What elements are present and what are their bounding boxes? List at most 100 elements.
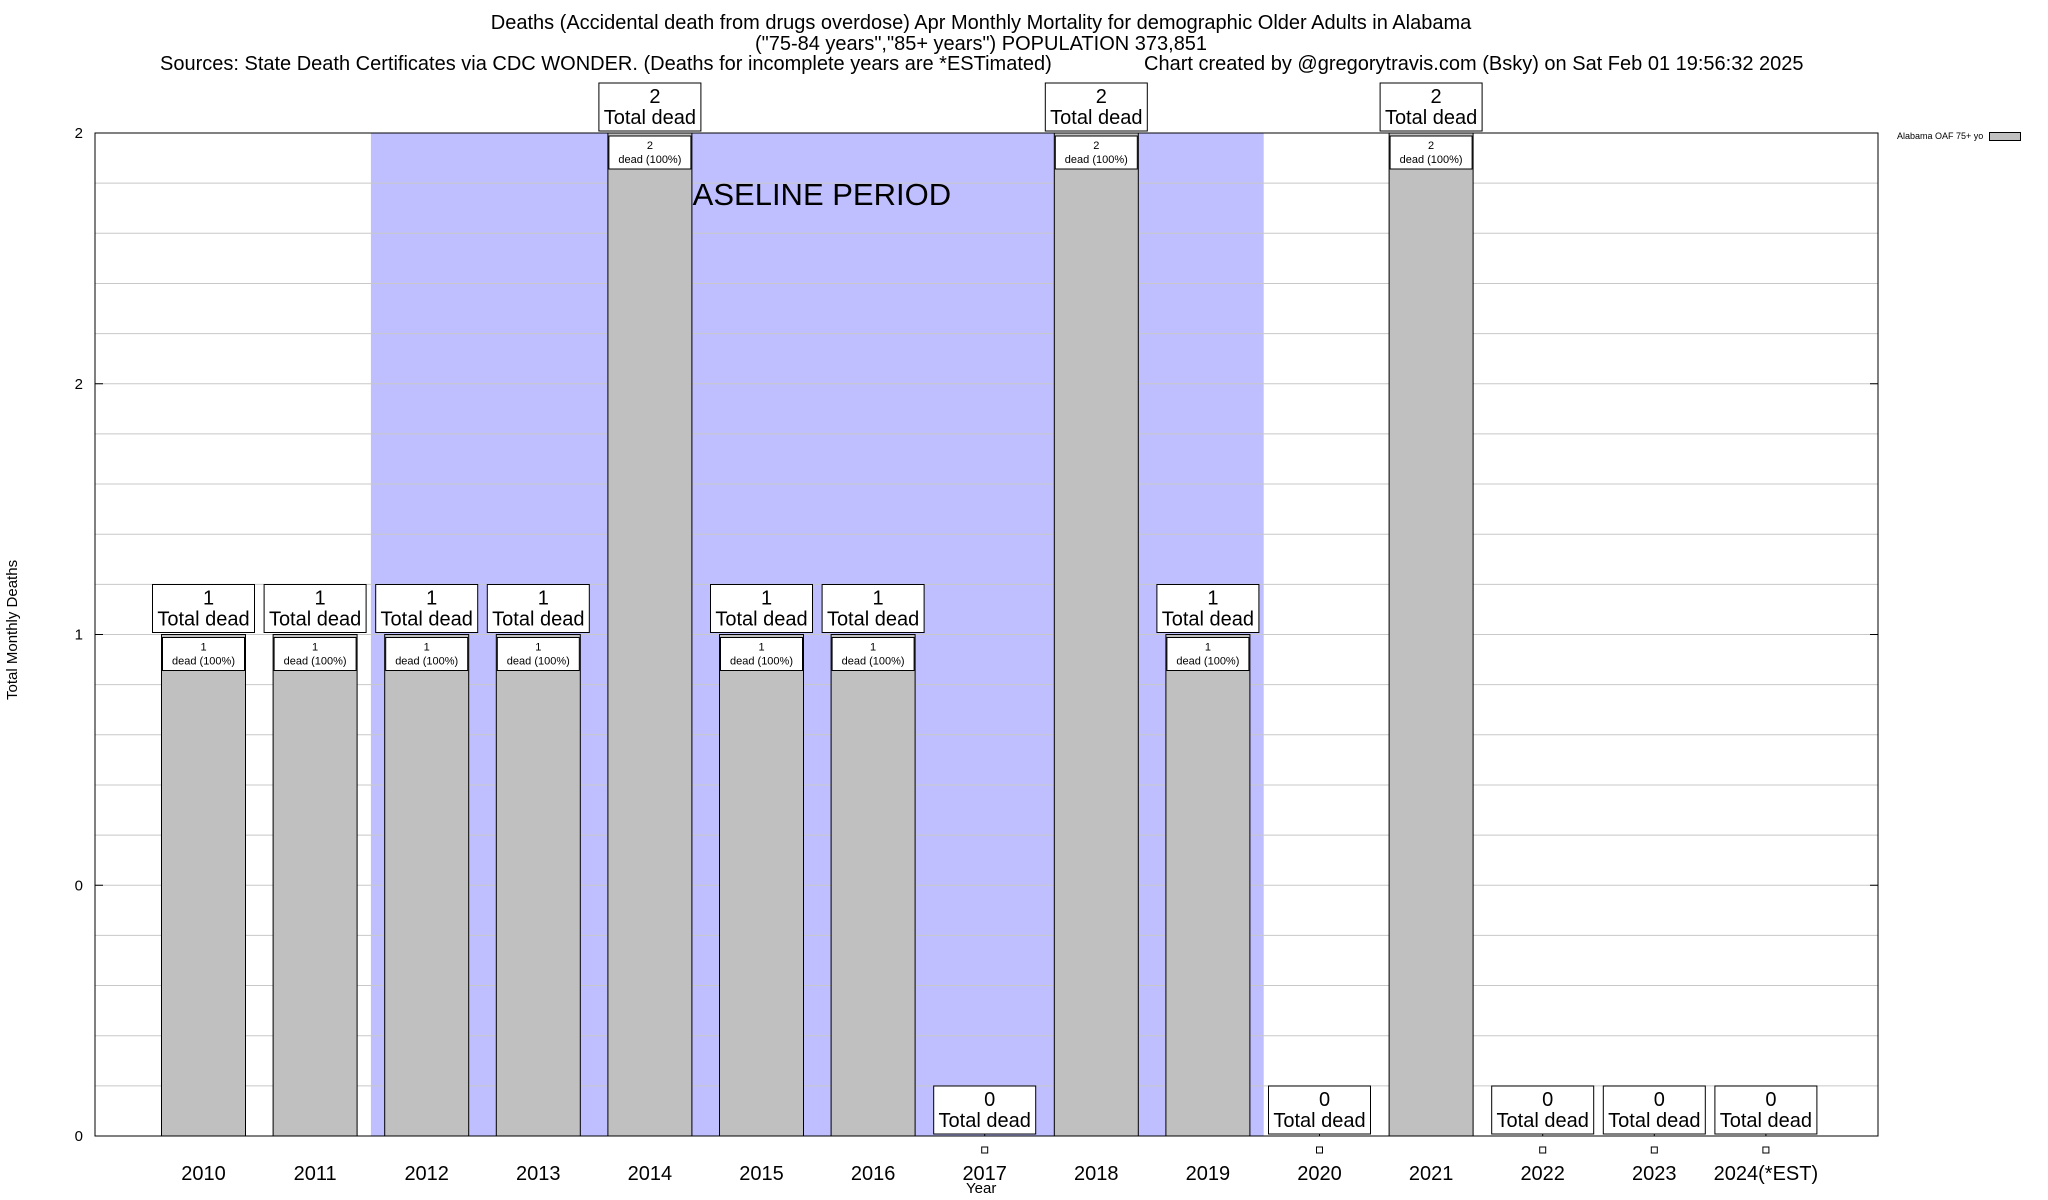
total-label-text: Total dead — [827, 609, 919, 631]
chart-credit: Chart created by @gregorytravis.com (Bsk… — [1144, 53, 1804, 75]
inner-label-box — [720, 637, 803, 671]
total-label-value: 1 — [426, 588, 437, 610]
total-label-box — [486, 584, 590, 633]
total-label-box — [375, 584, 479, 633]
y-tick-label: 0 — [75, 877, 83, 894]
total-label-box — [1268, 1085, 1371, 1135]
x-tick-label: 2015 — [739, 1163, 784, 1185]
inner-label-value: 1 — [870, 642, 876, 654]
total-label-text: Total dead — [492, 609, 584, 631]
inner-label-text: dead (100%) — [507, 656, 570, 668]
inner-label-value: 1 — [424, 642, 430, 654]
total-label-value: 2 — [1431, 86, 1442, 108]
y-tick-label: 1 — [75, 627, 83, 644]
baseline-period-label: BASELINE PERIOD — [672, 177, 951, 212]
total-label-box — [1714, 1085, 1818, 1135]
inner-label-box — [1389, 135, 1473, 170]
total-label-text: Total dead — [1050, 107, 1142, 129]
inner-label-text: dead (100%) — [172, 656, 235, 668]
zero-marker — [1316, 1146, 1323, 1154]
bar — [830, 634, 916, 1137]
inner-label-text: dead (100%) — [618, 154, 681, 166]
inner-label-value: 1 — [535, 642, 541, 654]
x-tick-label: 2016 — [851, 1163, 896, 1185]
zero-marker — [981, 1146, 989, 1154]
x-tick-label: 2023 — [1632, 1163, 1677, 1185]
x-tick-label: 2014 — [628, 1163, 673, 1185]
total-label-box — [1156, 584, 1260, 633]
total-label-box — [1379, 82, 1483, 132]
total-label-text: Total dead — [1385, 107, 1477, 129]
bar — [161, 634, 246, 1137]
inner-label-box — [831, 637, 915, 671]
total-label-box — [152, 584, 255, 633]
total-label-box — [1602, 1085, 1706, 1135]
x-tick-label: 2011 — [294, 1163, 337, 1185]
zero-marker — [1762, 1146, 1770, 1154]
bar — [1388, 132, 1474, 1137]
x-tick-label: 2020 — [1297, 1163, 1342, 1185]
chart-title: Deaths (Accidental death from drugs over… — [490, 12, 1472, 34]
total-label-value: 0 — [1542, 1089, 1553, 1111]
legend-swatch — [1989, 131, 2022, 141]
inner-label-box — [162, 637, 245, 671]
inner-label-value: 1 — [312, 642, 318, 654]
x-axis-label: Year — [966, 1180, 997, 1197]
inner-label-value: 2 — [1093, 140, 1099, 152]
inner-label-text: dead (100%) — [1176, 656, 1239, 668]
inner-label-text: dead (100%) — [284, 656, 347, 668]
legend: Alabama OAF 75+ yo — [1897, 131, 2022, 141]
y-tick-label: 2 — [75, 376, 83, 393]
x-tick-label: 2021 — [1409, 1163, 1454, 1185]
total-label-value: 0 — [984, 1089, 995, 1111]
total-label-text: Total dead — [715, 609, 807, 631]
inner-label-value: 2 — [647, 140, 653, 152]
zero-marker — [1650, 1146, 1658, 1154]
inner-label-value: 1 — [1205, 642, 1211, 654]
bar — [495, 634, 581, 1137]
bar — [607, 132, 693, 1137]
total-label-value: 2 — [1096, 86, 1107, 108]
total-label-value: 1 — [538, 588, 549, 610]
inner-label-value: 1 — [200, 642, 206, 654]
bar — [1165, 634, 1251, 1137]
zero-marker — [1539, 1146, 1547, 1154]
x-tick-label: 2018 — [1074, 1163, 1119, 1185]
total-label-text: Total dead — [269, 609, 361, 631]
inner-label-text: dead (100%) — [395, 656, 458, 668]
total-label-text: Total dead — [157, 609, 249, 631]
inner-label-box — [273, 637, 357, 671]
bar — [1053, 132, 1139, 1137]
bar — [384, 634, 470, 1137]
x-tick-label: 2019 — [1186, 1163, 1231, 1185]
total-label-value: 0 — [1765, 1089, 1776, 1111]
x-tick-label: 2017 — [962, 1163, 1007, 1185]
total-label-value: 1 — [203, 588, 214, 610]
total-label-text: Total dead — [381, 609, 473, 631]
y-tick-label: 2 — [75, 125, 83, 142]
total-label-box — [598, 82, 702, 132]
total-label-text: Total dead — [1273, 1110, 1365, 1132]
chart-sources: Sources: State Death Certificates via CD… — [160, 53, 1052, 75]
total-label-box — [933, 1085, 1037, 1135]
total-label-box — [710, 584, 813, 633]
inner-label-value: 2 — [1428, 140, 1434, 152]
total-label-value: 2 — [649, 86, 660, 108]
inner-label-text: dead (100%) — [1400, 154, 1463, 166]
inner-label-text: dead (100%) — [1065, 154, 1128, 166]
inner-label-box — [608, 135, 692, 170]
total-label-value: 1 — [315, 588, 326, 610]
chart-subtitle: ("75-84 years","85+ years") POPULATION 3… — [754, 33, 1208, 55]
total-label-box — [1491, 1085, 1595, 1135]
inner-label-box — [1054, 135, 1138, 170]
total-label-text: Total dead — [939, 1110, 1031, 1132]
total-label-value: 1 — [761, 588, 772, 610]
inner-label-box — [385, 637, 469, 671]
total-label-text: Total dead — [604, 107, 696, 129]
total-label-value: 1 — [873, 588, 884, 610]
x-tick-label: 2010 — [181, 1163, 226, 1185]
total-label-value: 0 — [1319, 1089, 1330, 1111]
x-tick-label: 2012 — [404, 1163, 449, 1185]
